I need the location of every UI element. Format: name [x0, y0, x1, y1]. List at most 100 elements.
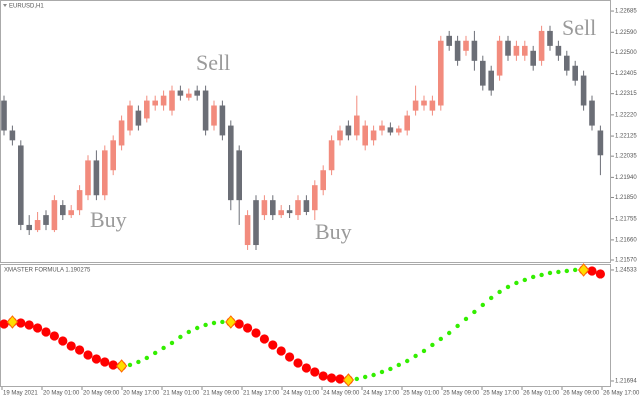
- candle-body: [328, 140, 335, 171]
- candle-body: [60, 205, 66, 216]
- candle-body: [219, 105, 226, 136]
- indicator-dot-up: [547, 270, 553, 276]
- indicator-dot-down: [285, 352, 295, 362]
- candle-body: [463, 40, 469, 51]
- candle-body: [471, 40, 478, 61]
- signal-annotation: Sell: [562, 15, 596, 40]
- indicator-dot-down: [108, 360, 118, 370]
- indicator-dot-down: [33, 323, 43, 333]
- candle-body: [480, 60, 486, 86]
- candle-body: [169, 90, 175, 111]
- indicator-dot-up: [564, 268, 569, 274]
- candle-body: [118, 120, 125, 146]
- panel-arrow: [3, 4, 7, 7]
- indicator-dot-down: [234, 319, 244, 329]
- candle-body: [177, 90, 184, 96]
- indicator-dot-up: [455, 323, 460, 329]
- indicator-dot-down: [75, 345, 85, 355]
- candle-body: [295, 200, 301, 216]
- candle-body: [454, 40, 461, 61]
- indicator-dot-up: [573, 267, 578, 273]
- candle-body: [597, 130, 604, 156]
- candle-body: [1, 100, 7, 131]
- x-tick-label: 24 May 01:00: [283, 391, 320, 397]
- indicator-dot-down: [24, 320, 34, 330]
- indicator-dot-up: [178, 334, 183, 340]
- indicator-dot-up: [430, 342, 435, 348]
- x-tick-label: 21 May 09:00: [203, 391, 240, 397]
- indicator-dot-up: [522, 277, 527, 283]
- indicator-dot-down: [41, 327, 51, 337]
- candle-body: [26, 224, 32, 231]
- candle-body: [538, 30, 545, 61]
- x-tick-label: 25 May 09:00: [443, 391, 480, 397]
- indicator-dot-up: [514, 280, 519, 286]
- x-tick-label: 26 May 09:00: [563, 391, 600, 397]
- signal-marker: [115, 359, 128, 373]
- candle-body: [320, 170, 326, 191]
- candle-body: [547, 30, 553, 46]
- candle-body: [34, 220, 41, 231]
- y-tick-label: 1.21660: [615, 237, 637, 243]
- indicator-dot-up: [421, 348, 427, 354]
- indicator-dot-down: [83, 350, 93, 360]
- candle-body: [202, 90, 209, 131]
- signal-annotation: Buy: [315, 219, 352, 244]
- y-tick-label: 1.22590: [615, 30, 637, 36]
- y-tick-label: 1.22500: [615, 50, 637, 56]
- candle-body: [379, 125, 385, 131]
- indicator-dot-up: [505, 284, 511, 290]
- y-tick-label: 1.22315: [615, 91, 637, 97]
- candle-body: [135, 110, 142, 126]
- indicator-dot-up: [489, 295, 494, 301]
- indicator-dot-up: [211, 320, 217, 326]
- candle-body: [286, 210, 293, 214]
- x-tick-label: 21 May 01:00: [163, 391, 200, 397]
- indicator-dot-up: [363, 374, 368, 380]
- candle-body: [513, 45, 520, 56]
- x-tick-label: 20 May 09:00: [83, 391, 120, 397]
- indicator-dot-up: [354, 376, 359, 382]
- indicator-dot-down: [276, 346, 286, 356]
- candle-body: [530, 50, 536, 66]
- indicator-dot-up: [144, 355, 149, 361]
- signal-annotation: Buy: [90, 207, 127, 232]
- indicator-dot-up: [388, 366, 393, 372]
- indicator-dot-up: [539, 272, 544, 278]
- candle-body: [18, 145, 24, 225]
- indicator-dot-up: [447, 330, 452, 336]
- indicator-dot-down: [310, 367, 320, 377]
- candle-body: [85, 160, 91, 196]
- indicator-dot-down: [100, 357, 110, 367]
- indicator-dot-up: [195, 325, 200, 331]
- candle-body: [429, 100, 436, 111]
- indicator-dot-up: [405, 358, 410, 364]
- indicator-dot-down: [293, 358, 303, 368]
- y-tick-label: 1.21940: [615, 175, 637, 181]
- candle-body: [555, 45, 562, 56]
- x-tick-label: 25 May 17:00: [483, 391, 520, 397]
- signal-annotation: Sell: [196, 50, 230, 75]
- indicator-dot-up: [472, 309, 477, 315]
- y-tick-label: 1.24533: [615, 268, 637, 274]
- y-tick-label: 1.22405: [615, 71, 637, 77]
- candle-body: [421, 100, 427, 106]
- candle-body: [278, 210, 284, 216]
- candle-body: [144, 100, 150, 119]
- candle-body: [43, 215, 49, 225]
- indicator-dot-down: [0, 319, 9, 329]
- indicator-dot-down: [16, 318, 26, 328]
- candle-body: [51, 200, 58, 231]
- candle-body: [236, 150, 242, 201]
- indicator-dot-down: [301, 363, 311, 373]
- indicator-dot-up: [127, 362, 133, 368]
- candle-body: [152, 100, 158, 106]
- x-tick-label: 24 May 09:00: [323, 391, 360, 397]
- indicator-dot-down: [49, 331, 60, 341]
- candle-body: [446, 35, 452, 46]
- candle-body: [522, 45, 528, 56]
- candle-body: [76, 190, 83, 211]
- candle-body: [9, 130, 16, 141]
